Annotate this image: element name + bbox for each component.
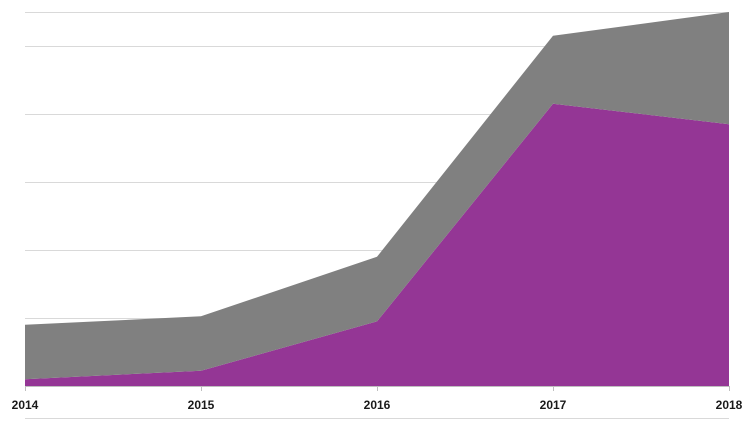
x-tick-label-2016: 2016 xyxy=(364,398,391,412)
x-tick-label-2018: 2018 xyxy=(716,398,743,412)
x-tick-label-2015: 2015 xyxy=(188,398,215,412)
x-tick-label-2014: 2014 xyxy=(12,398,39,412)
gridlines xyxy=(25,12,729,419)
area-series-group xyxy=(25,12,729,387)
x-axis-tick-labels: 2014 2015 2016 2017 2018 xyxy=(12,398,743,412)
area-series-1 xyxy=(25,103,729,387)
area-series-2 xyxy=(25,12,729,380)
x-tick-label-2017: 2017 xyxy=(540,398,567,412)
x-axis xyxy=(25,386,730,391)
